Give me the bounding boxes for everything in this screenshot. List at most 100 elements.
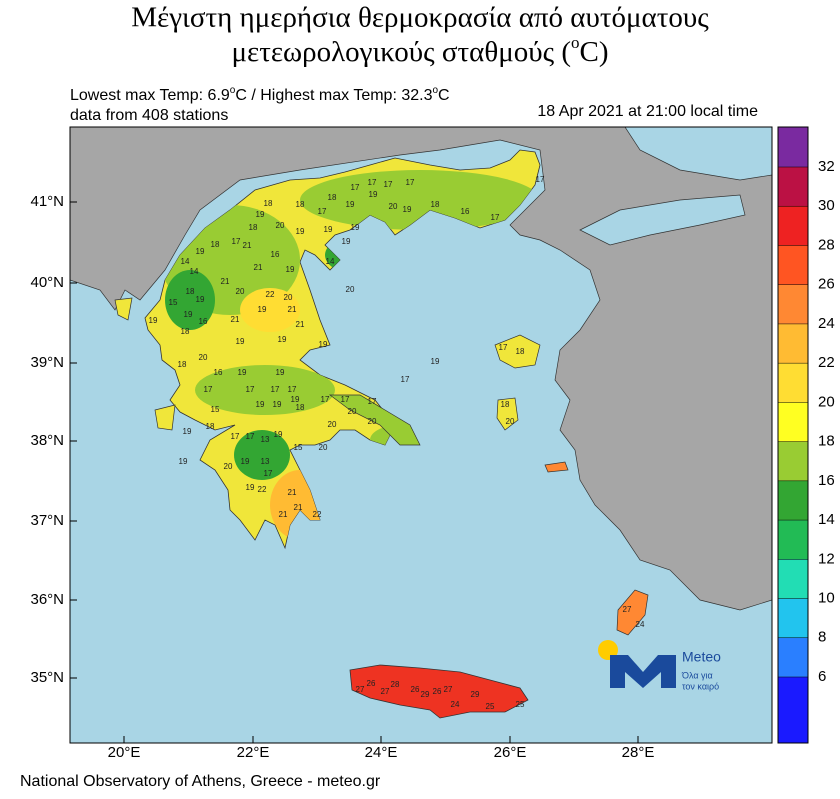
colorbar-label: 6 — [818, 668, 826, 685]
station-value: 19 — [431, 357, 440, 366]
station-value: 19 — [291, 395, 300, 404]
colorbar-label: 26 — [818, 276, 835, 293]
station-value: 19 — [342, 237, 351, 246]
logo-tagline: τον καιρό — [682, 681, 719, 691]
colorbar-label: 20 — [818, 393, 835, 410]
chios — [496, 397, 519, 431]
station-value: 19 — [196, 295, 205, 304]
colorbar-frame — [777, 126, 809, 744]
x-tick-label: 28°E — [622, 744, 655, 761]
station-value: 19 — [273, 400, 282, 409]
y-tick-label: 36°N — [30, 591, 64, 608]
colorbar-band — [778, 127, 808, 167]
station-value: 18 — [181, 327, 190, 336]
crete — [349, 664, 529, 719]
station-value: 17 — [499, 343, 508, 352]
logo-mark — [610, 655, 676, 688]
station-value: 16 — [461, 207, 470, 216]
colorbar-band — [778, 559, 808, 599]
colorbar-band — [778, 402, 808, 442]
euboea — [328, 394, 421, 446]
station-value: 19 — [183, 427, 192, 436]
station-value: 21 — [231, 315, 240, 324]
colorbar-band — [778, 323, 808, 364]
y-tick-label: 38°N — [30, 432, 64, 449]
x-tick-label: 22°E — [237, 744, 270, 761]
subtitle: Lowest max Temp: 6.9oC / Highest max Tem… — [70, 85, 450, 105]
y-tick-label: 39°N — [30, 354, 64, 371]
time: 18 Apr 2021 at 21:00 local time — [537, 103, 758, 120]
station-value: 19 — [278, 335, 287, 344]
subtitle-part: o — [230, 85, 236, 96]
station-value: 21 — [288, 488, 297, 497]
station-value: 28 — [391, 680, 400, 689]
station-value: 19 — [351, 223, 360, 232]
station-value: 19 — [241, 457, 250, 466]
station-value: 18 — [328, 193, 337, 202]
station-value: 19 — [179, 457, 188, 466]
colorbar-band — [778, 167, 808, 207]
station-value: 17 — [401, 375, 410, 384]
station-value: 22 — [266, 290, 275, 299]
station-value: 19 — [346, 200, 355, 209]
station-value: 21 — [279, 510, 288, 519]
station-value: 21 — [221, 277, 230, 286]
station-value: 16 — [214, 368, 223, 377]
field — [165, 270, 215, 330]
station-value: 18 — [249, 223, 258, 232]
stations: 18 18 17 18 19 17 17 19 17 17 20 19 18 16 17 17 19 18 20 19… — [149, 175, 645, 711]
station-value: 20 — [276, 221, 285, 230]
station-value: 20 — [348, 407, 357, 416]
y-tick-label: 41°N — [30, 193, 64, 210]
station-value: 20 — [328, 420, 337, 429]
station-value: 17 — [536, 175, 545, 184]
colorbar-band — [778, 520, 808, 560]
station-value: 17 — [368, 178, 377, 187]
station-value: 18 — [516, 347, 525, 356]
station-value: 25 — [516, 700, 525, 709]
station-value: 26 — [433, 687, 442, 696]
field — [195, 365, 335, 415]
station-value: 17 — [368, 397, 377, 406]
footer: National Observatory of Athens, Greece -… — [20, 773, 381, 790]
colorbar-label: 14 — [818, 511, 835, 528]
station-value: 27 — [623, 605, 632, 614]
station-value: 22 — [313, 510, 322, 519]
station-value: 17 — [246, 385, 255, 394]
frame — [69, 126, 773, 744]
station-value: 19 — [324, 225, 333, 234]
lesvos — [494, 334, 541, 369]
station-value: 26 — [367, 679, 376, 688]
station-value: 19 — [286, 265, 295, 274]
station-value: 19 — [238, 368, 247, 377]
neighbor-land — [70, 127, 772, 611]
colorbar-label: 18 — [818, 433, 835, 450]
field — [240, 288, 300, 332]
logo-name: Meteo — [682, 649, 721, 665]
field — [234, 430, 290, 480]
colorbar-label: 28 — [818, 236, 835, 253]
station-value: 17 — [264, 469, 273, 478]
station-value: 14 — [326, 257, 335, 266]
rhodes — [616, 589, 649, 636]
title-part: o — [571, 33, 580, 52]
station-value: 20 — [319, 443, 328, 452]
colorbar-label: 10 — [818, 590, 835, 607]
station-value: 20 — [506, 417, 515, 426]
station-value: 20 — [368, 417, 377, 426]
station-value: 19 — [369, 190, 378, 199]
title: μετεωρολογικούς σταθμούς (oC) — [231, 33, 608, 68]
station-value: 27 — [356, 685, 365, 694]
station-value: 19 — [236, 337, 245, 346]
station-value: 24 — [451, 700, 460, 709]
station-value: 14 — [190, 267, 199, 276]
station-value: 19 — [274, 430, 283, 439]
station-value: 17 — [231, 432, 240, 441]
colorbar-band — [778, 363, 808, 403]
station-value: 17 — [384, 180, 393, 189]
marmara-sea — [579, 194, 746, 246]
station-value: 20 — [236, 287, 245, 296]
station-value: 18 — [296, 200, 305, 209]
station-value: 21 — [294, 503, 303, 512]
